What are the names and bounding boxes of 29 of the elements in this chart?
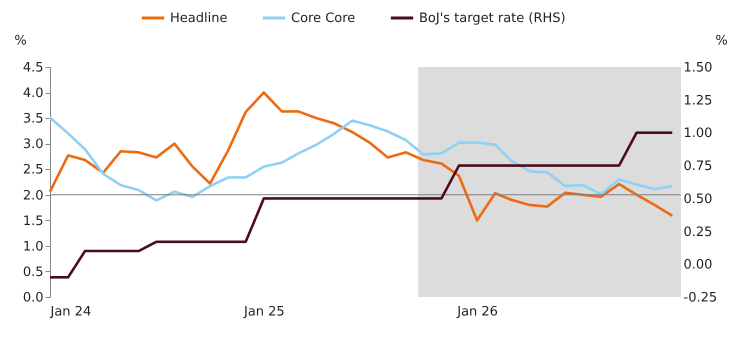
y2-tick-label: 0.50 xyxy=(684,192,712,207)
line-series xyxy=(48,116,674,202)
legend-label: BoJ's target rate (RHS) xyxy=(419,11,566,26)
y2-tick-label: 1.00 xyxy=(684,126,712,142)
legend-label: Headline xyxy=(170,11,228,26)
x-tick-label: Jan 25 xyxy=(242,304,285,320)
y-tick-label: 2.5 xyxy=(22,162,44,178)
y2-tick-label: 0.75 xyxy=(684,159,712,174)
y-tick-label: 1.0 xyxy=(22,239,44,254)
y-tick-label: 0.5 xyxy=(22,264,44,280)
y-tick-label: 3.0 xyxy=(22,137,44,152)
y-tick-label: 4.5 xyxy=(22,60,44,76)
line-series xyxy=(48,91,674,222)
y-tick-label: 3.5 xyxy=(22,112,44,127)
y2-tick-label: 0.00 xyxy=(684,258,712,273)
y2-tick-label: -0.25 xyxy=(684,290,718,306)
x-tick-label: Jan 26 xyxy=(456,304,498,320)
y-tick-label: 4.0 xyxy=(22,86,44,102)
y2-tick-label: 1.50 xyxy=(684,60,712,76)
y2-axis-title: % xyxy=(715,34,728,48)
line-series xyxy=(48,131,674,279)
x-tick-label: Jan 24 xyxy=(50,304,92,320)
y-tick-label: 1.5 xyxy=(22,214,44,229)
y-tick-label: 2.0 xyxy=(22,188,44,204)
y2-tick-label: 0.25 xyxy=(684,224,712,240)
y-tick-label: 0.0 xyxy=(22,290,44,306)
y2-tick-label: 1.25 xyxy=(684,93,712,108)
y-axis-title: % xyxy=(14,34,27,48)
legend-label: Core Core xyxy=(291,11,356,26)
